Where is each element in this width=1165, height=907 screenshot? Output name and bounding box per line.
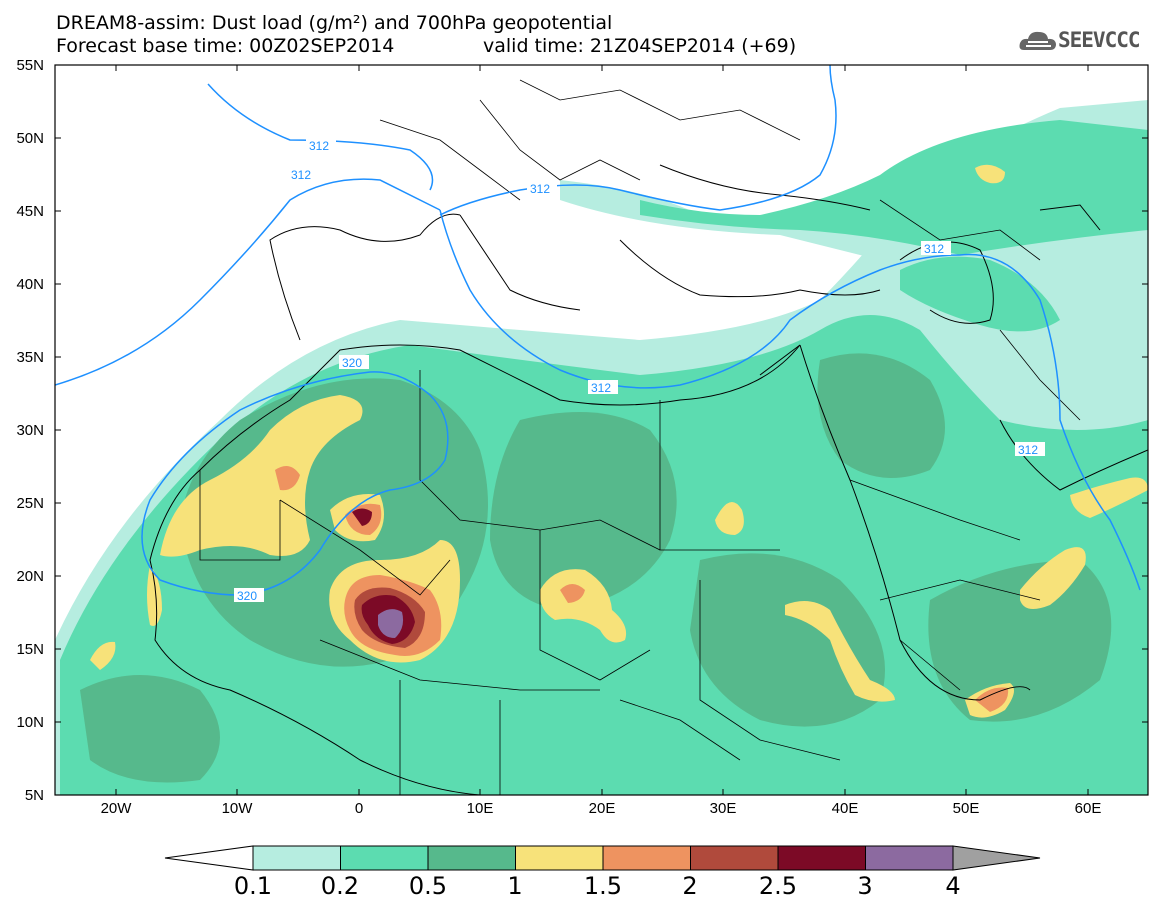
dust-band-yellow-coast [147,565,162,626]
colorbar-bin [340,845,429,871]
forecast-base-time: Forecast base time: 00Z02SEP2014 [56,35,395,57]
dust-fields: 312 312 312 312 312 320 320 312 [55,65,1148,795]
lon-label: 10W [221,800,253,817]
colorbar-label: 4 [945,872,961,900]
axis-ticks [55,64,1148,796]
colorbar-under-arrow [164,845,254,871]
country-borders [199,79,1081,795]
contour-label: 320 [342,356,362,370]
lon-label: 40E [831,800,859,817]
lat-label: 35N [16,349,44,366]
dust-band-yellow-libya [715,502,744,535]
contour-label: 312 [591,381,611,395]
dust-band-yellow-arabia [1020,547,1086,609]
lon-label: 10E [466,800,494,817]
lat-label: 25N [16,495,44,512]
lat-label: 50N [16,130,44,147]
dust-band-yellow-chad [539,569,627,643]
dust-band-medium-caspian [900,256,1060,332]
dust-band-purple [378,609,404,638]
lon-label: 0 [354,800,364,817]
contour-label: 312 [309,139,329,153]
cloud-icon [1019,31,1056,50]
dust-band-orange-3 [275,466,300,491]
colorbar-label: 0.2 [320,872,360,900]
contour-312-north [207,83,434,191]
lon-label: 60E [1074,800,1102,817]
lat-label: 45N [16,203,44,220]
colorbar-bin [515,845,604,871]
lat-label: 55N [16,57,44,74]
colorbar-bin [602,845,691,871]
seevccc-logo: SEEVCCC [1018,26,1158,56]
colorbar-bin [865,845,954,871]
dust-band-dark-6 [80,675,220,783]
dust-band-maroon-2 [352,508,372,526]
colorbar-label: 1 [507,872,523,900]
colorbar-bin [690,845,779,871]
dust-band-yellow-red-sea [785,601,895,702]
contour-312-atlantic [55,178,441,386]
colorbar-bin [252,845,341,871]
contour-312-med [439,209,1141,591]
lon-label: 20E [588,800,616,817]
contour-label: 312 [291,168,311,182]
dust-band-orange-5 [975,687,1009,712]
map-title: DREAM8-assim: Dust load (g/m²) and 700hP… [56,12,613,34]
dust-band-yellow-kazakh [975,164,1005,184]
lat-label: 10N [16,714,44,731]
lon-label: 30E [709,800,737,817]
lat-label: 20N [16,568,44,585]
contour-label: 312 [1018,443,1038,457]
contour-labels: 312 312 312 312 312 320 320 312 [234,138,1045,603]
colorbar-over-arrow [952,845,1041,871]
valid-time: valid time: 21Z04SEP2014 (+69) [483,35,797,57]
colorbar [164,845,1041,871]
lat-label: 5N [24,787,44,804]
lat-label: 40N [16,276,44,293]
logo-text: SEEVCCC [1058,28,1141,52]
dust-band-dark-5 [817,353,945,478]
contour-label: 320 [237,589,257,603]
dust-band-yellow-mali [90,641,116,670]
dust-band-yellow-west [160,395,363,557]
contour-label: 312 [924,242,944,256]
contour-312-europe [439,65,837,216]
lon-label: 20W [100,800,132,817]
dust-band-orange-4 [560,584,585,603]
colorbar-label: 2.5 [758,872,798,900]
contour-label: 312 [530,182,550,196]
colorbar-label: 0.5 [408,872,448,900]
dust-band-dark-2 [490,412,677,610]
lat-label: 15N [16,641,44,658]
colorbar-label: 1.5 [583,872,623,900]
colorbar-bin [777,845,866,871]
lon-label: 50E [952,800,980,817]
lat-label: 30N [16,422,44,439]
colorbar-label: 3 [857,872,873,900]
dust-band-dark-3 [690,553,885,727]
colorbar-label: 2 [682,872,698,900]
coastlines [149,164,1148,795]
dust-band-yellow-oman [1070,477,1148,518]
colorbar-label: 0.1 [233,872,273,900]
dust-band-dark-4 [928,560,1112,722]
dust-band-medium-north [640,120,1148,255]
colorbar-bin [427,845,516,871]
